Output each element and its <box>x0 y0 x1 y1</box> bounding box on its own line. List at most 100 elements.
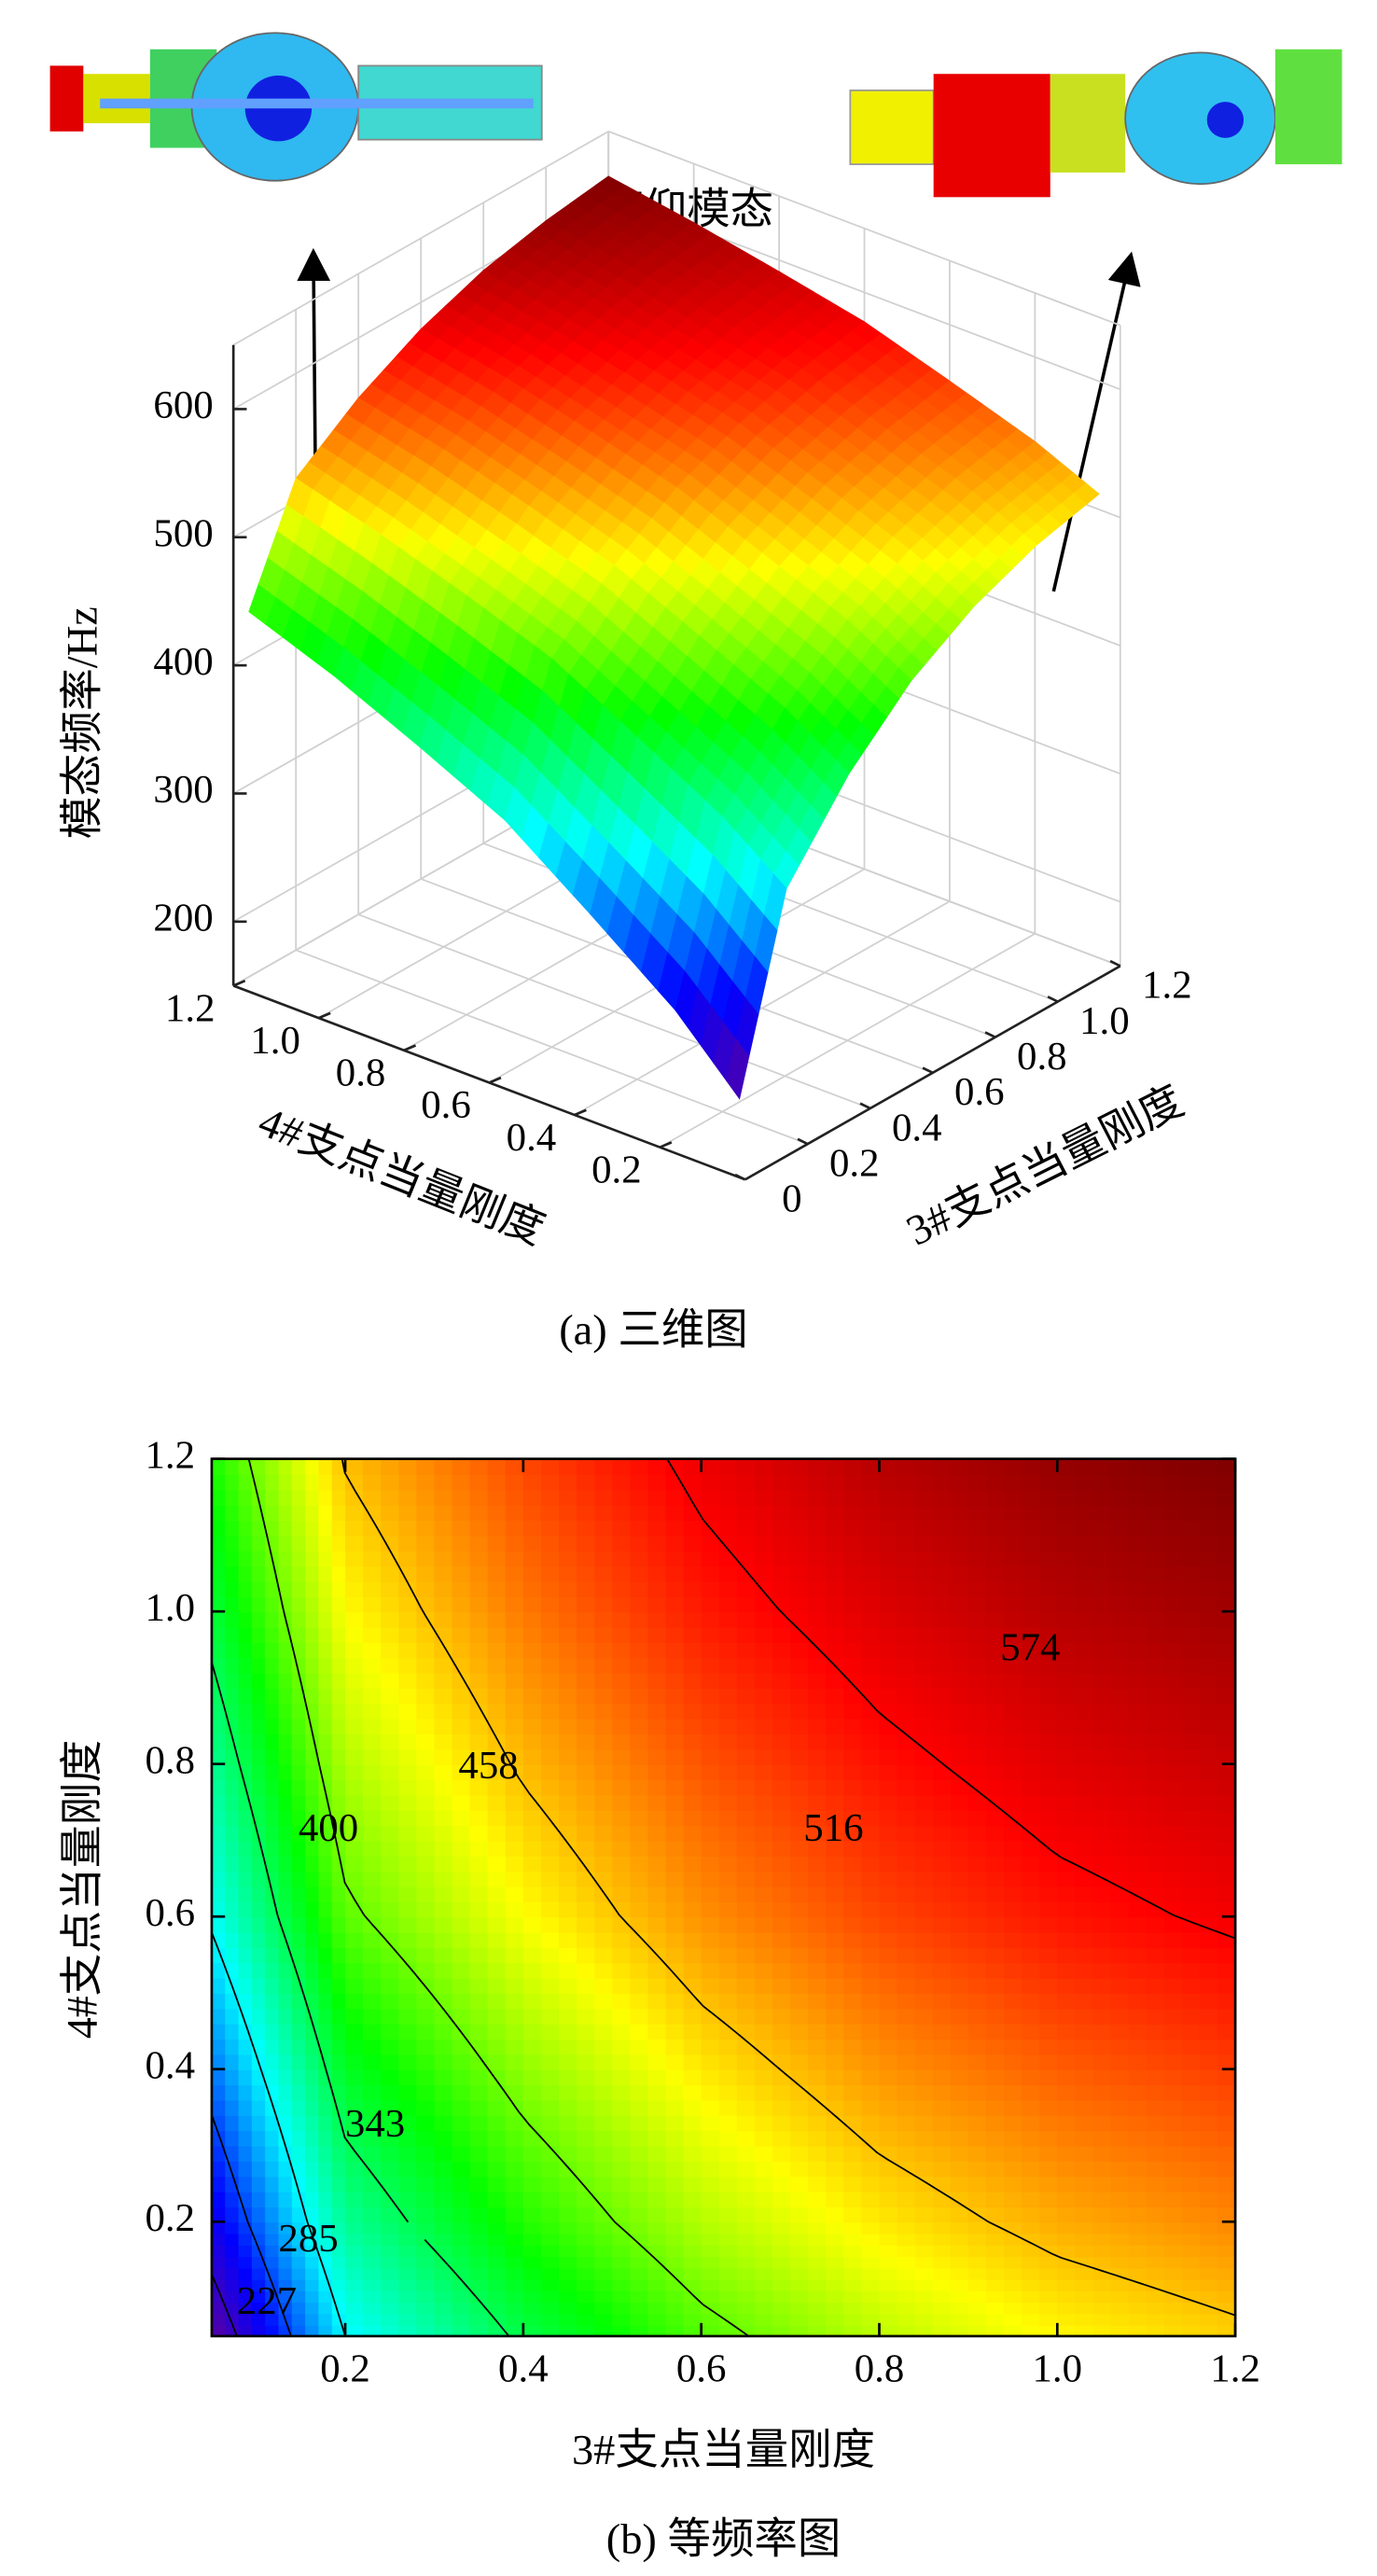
heat-cell <box>1057 2130 1077 2147</box>
heat-cell <box>594 2039 614 2055</box>
heat-cell <box>897 2256 916 2269</box>
heat-cell <box>736 2084 756 2101</box>
heat-cell <box>577 1840 596 1857</box>
heat-cell <box>718 2023 738 2040</box>
heat-cell <box>897 1840 916 1857</box>
heat-cell <box>772 1901 792 1918</box>
heat-cell <box>1128 2145 1148 2162</box>
heat-cell <box>826 2290 845 2304</box>
heat-cell <box>434 1535 453 1552</box>
heat-cell <box>879 1779 898 1796</box>
heat-cell <box>211 2244 227 2258</box>
heat-cell <box>381 2114 400 2132</box>
heat-cell <box>251 1840 267 1857</box>
heat-cell <box>540 2244 561 2258</box>
heat-cell <box>1217 2221 1237 2235</box>
heat-cell <box>985 1595 1006 1613</box>
heat-cell <box>897 1855 916 1873</box>
heat-cell <box>1217 1535 1237 1552</box>
heat-cell <box>630 1595 649 1613</box>
heat-cell <box>647 1595 667 1613</box>
heat-cell <box>238 2054 253 2070</box>
heat-cell <box>1075 2008 1094 2025</box>
heat-cell <box>808 2130 828 2147</box>
heat-cell <box>398 1657 418 1674</box>
heat-cell <box>1181 2145 1202 2162</box>
heat-cell <box>861 1809 881 1827</box>
heat-cell <box>434 1977 453 1995</box>
heat-cell <box>967 2130 988 2147</box>
heat-cell <box>718 2039 738 2055</box>
heat-cell <box>1022 1916 1041 1933</box>
heat-cell <box>577 2099 596 2116</box>
heat-cell <box>398 1794 418 1811</box>
heat-cell <box>251 1611 267 1628</box>
heat-cell <box>1075 2068 1094 2086</box>
heat-cell <box>211 2256 227 2269</box>
heat-cell <box>647 1779 667 1796</box>
heat-cell <box>318 1458 333 1476</box>
heat-cell <box>363 1550 382 1567</box>
heat-cell <box>318 2278 333 2291</box>
heat-cell <box>665 1931 685 1948</box>
heat-cell <box>1004 1779 1023 1796</box>
heat-cell <box>879 1977 898 1995</box>
heat-cell <box>950 2191 969 2207</box>
heat-cell <box>985 2099 1006 2116</box>
heat-cell <box>577 1748 596 1765</box>
heat-cell <box>318 1916 333 1933</box>
heat-cell <box>718 1626 738 1643</box>
heat-cell <box>879 1946 898 1964</box>
heat-cell <box>1022 1901 1041 1918</box>
heat-cell <box>398 1595 418 1613</box>
heat-cell <box>522 2302 543 2315</box>
heat-cell <box>701 2313 720 2326</box>
heat-cell <box>225 2054 240 2070</box>
heat-cell <box>808 2267 828 2280</box>
heat-cell <box>843 2221 863 2235</box>
heat-cell <box>251 1566 267 1582</box>
heat-cell <box>1199 1977 1219 1995</box>
heat-cell <box>754 2206 774 2223</box>
heat-cell <box>826 2176 845 2193</box>
heat-cell <box>1092 1458 1112 1476</box>
heat-cell <box>630 1718 649 1735</box>
heat-cell <box>505 1977 524 1995</box>
heat-cell <box>1217 2130 1237 2147</box>
heat-cell <box>225 1535 240 1552</box>
heat-cell <box>577 1916 596 1933</box>
heat-cell <box>950 2206 969 2223</box>
heat-cell <box>879 1916 898 1933</box>
heat-cell <box>238 2039 253 2055</box>
heat-cell <box>1110 1535 1130 1552</box>
heat-cell <box>487 1916 507 1933</box>
heat-cell <box>1181 2221 1202 2235</box>
heat-cell <box>291 1641 307 1659</box>
heat-cell <box>363 2023 382 2040</box>
heat-cell <box>967 1886 988 1902</box>
heat-cell <box>897 2221 916 2235</box>
heat-cell <box>434 1886 453 1902</box>
heat-cell <box>665 1703 685 1720</box>
heat-cell <box>363 1794 382 1811</box>
heat-cell <box>1057 2084 1077 2101</box>
heat-cell <box>665 2267 685 2280</box>
heat-cell <box>487 1992 507 2010</box>
heat-cell <box>487 1566 507 1582</box>
heat-cell <box>505 2114 524 2132</box>
heat-cell <box>754 2130 774 2147</box>
heat-cell <box>843 2008 863 2025</box>
heat-cell <box>1039 1595 1059 1613</box>
heat-cell <box>790 1779 810 1796</box>
heat-cell <box>291 1992 307 2010</box>
heat-cell <box>683 1779 702 1796</box>
heat-cell <box>647 1733 667 1750</box>
heat-cell <box>1181 1901 1202 1918</box>
heat-cell <box>1075 1809 1094 1827</box>
heat-cell <box>225 1901 240 1918</box>
heat-cell <box>808 1672 828 1689</box>
heat-cell <box>1181 2244 1202 2258</box>
heat-cell <box>630 2233 649 2246</box>
heat-cell <box>647 1886 667 1902</box>
